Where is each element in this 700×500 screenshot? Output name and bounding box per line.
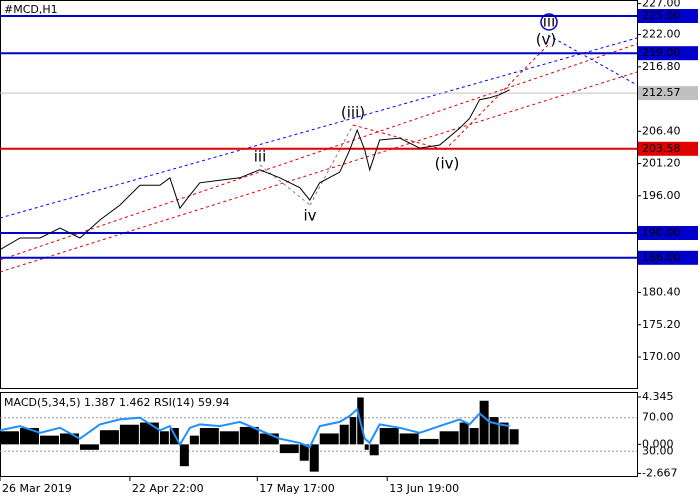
x-tick-label: 17 May 17:00 [259, 482, 334, 495]
y-tick-label: 180.40 [642, 286, 681, 299]
macd-bar [369, 444, 379, 456]
macd-bar [19, 428, 39, 445]
wave-line [444, 44, 549, 151]
price-line [0, 89, 510, 251]
y-tick-label: 175.20 [642, 318, 681, 331]
macd-bar [279, 444, 299, 454]
macd-bar [39, 435, 59, 445]
y-tick-label: 170.00 [642, 350, 681, 363]
y-tick-label: 201.20 [642, 157, 681, 170]
level-box [638, 86, 698, 101]
x-tick-label: 13 Jun 19:00 [389, 482, 459, 495]
level-label: 186.00 [642, 251, 681, 264]
wave-circle [540, 13, 558, 31]
y2-tick-label: 70.00 [642, 411, 674, 424]
macd-bar [509, 429, 519, 445]
level-box [638, 46, 698, 61]
y-tick-label: 216.80 [642, 60, 681, 73]
macd-bar [199, 428, 219, 445]
y-tick-label: 222.00 [642, 28, 681, 41]
macd-bar [189, 435, 199, 445]
macd-bar [479, 400, 489, 445]
rsi-line [0, 407, 510, 449]
wave-line [547, 34, 638, 86]
macd-bar [219, 431, 239, 445]
macd-bar [59, 433, 79, 445]
macd-bar [339, 424, 349, 445]
macd-bar [419, 438, 439, 445]
macd-bar [299, 444, 309, 461]
level-label: 212.57 [642, 86, 681, 99]
wave-label: (iii) [341, 104, 365, 122]
macd-bar [0, 431, 19, 445]
macd-bar [469, 428, 479, 445]
level-box [638, 141, 698, 156]
wave-label: iii [254, 148, 267, 166]
macd-bar [139, 422, 159, 445]
level-label: 190.00 [642, 226, 681, 239]
macd-bar [239, 426, 259, 445]
wave-label: iv [303, 207, 316, 225]
level-label: 203.58 [642, 142, 681, 155]
y-tick-label: 196.00 [642, 189, 681, 202]
y-tick-label: -2.667 [642, 466, 677, 479]
macd-bar [399, 433, 419, 445]
y-tick-label: 4.345 [642, 390, 674, 403]
trend-line [0, 43, 638, 261]
price-frame [0, 0, 638, 389]
macd-bar [349, 417, 357, 445]
macd-bar [119, 424, 139, 445]
macd-bar [489, 417, 499, 445]
macd-bar [364, 444, 369, 450]
chart-title: #MCD,H1 [4, 3, 58, 16]
y-tick-label: 206.40 [642, 124, 681, 137]
macd-bar [99, 430, 119, 445]
macd-bar [79, 444, 99, 450]
level-box [638, 250, 698, 265]
macd-bar [159, 431, 169, 445]
macd-bar [309, 444, 319, 472]
y-tick-label: 0.000 [642, 437, 674, 450]
macd-bar [379, 428, 399, 445]
macd-bar [259, 433, 279, 445]
wave-label: iii [543, 13, 556, 31]
wave-line [259, 164, 311, 206]
x-tick-label: 26 Mar 2019 [2, 482, 72, 495]
y2-tick-label: 30.00 [642, 444, 674, 457]
wave-label: (iv) [435, 155, 460, 173]
macd-bar [499, 422, 509, 445]
indicator-title: MACD(5,34,5) 1.387 1.462 RSI(14) 59.94 [4, 396, 229, 409]
level-box [638, 225, 698, 240]
macd-bar [179, 444, 189, 467]
level-box [638, 8, 698, 23]
x-tick-label: 22 Apr 22:00 [132, 482, 204, 495]
wave-label: (v) [536, 31, 557, 49]
level-label: 225.00 [642, 9, 681, 22]
macd-bar [459, 422, 469, 445]
macd-bar [319, 433, 339, 445]
level-label: 219.00 [642, 46, 681, 59]
macd-bar [439, 431, 459, 445]
wave-line [352, 124, 446, 151]
y-tick-label: 227.00 [642, 0, 681, 10]
trend-line [0, 37, 638, 219]
